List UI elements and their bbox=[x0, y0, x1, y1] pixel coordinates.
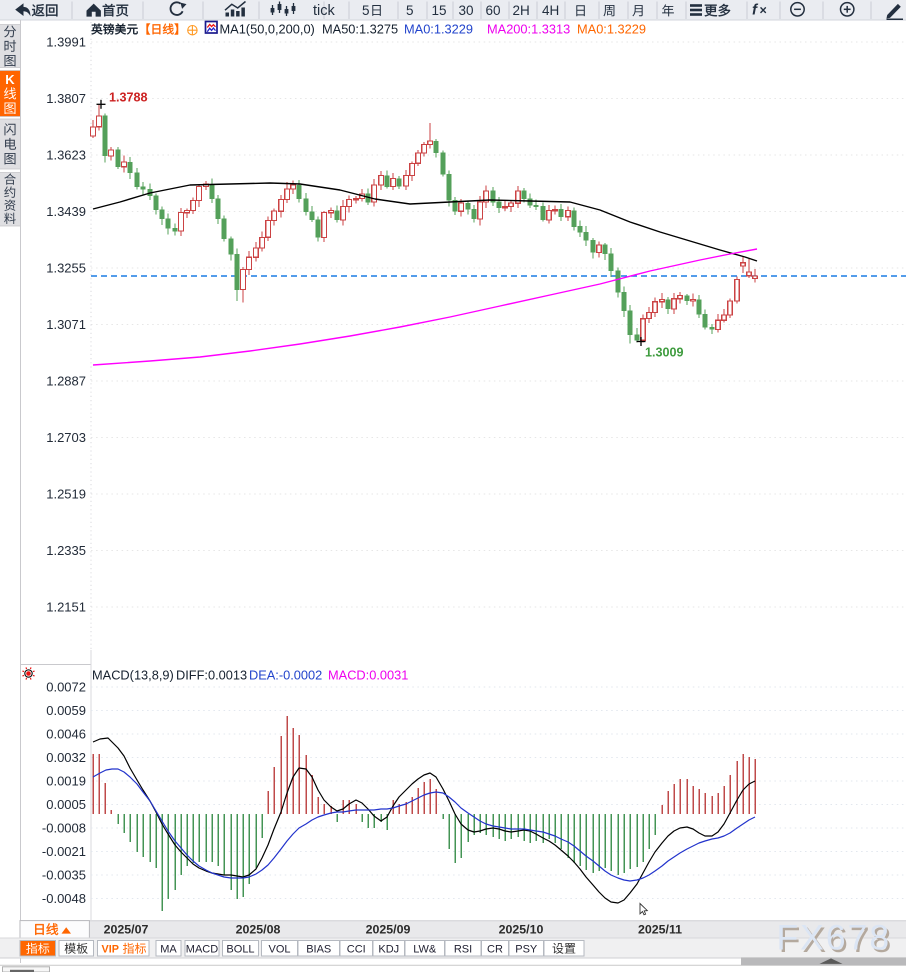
svg-text:×: × bbox=[760, 4, 767, 18]
svg-text:1.2519: 1.2519 bbox=[46, 486, 86, 501]
svg-text:KDJ: KDJ bbox=[378, 944, 399, 956]
svg-text:MA200:1.3313: MA200:1.3313 bbox=[487, 22, 570, 37]
svg-text:2025/08: 2025/08 bbox=[236, 923, 281, 937]
svg-text:1.2703: 1.2703 bbox=[46, 430, 86, 445]
svg-text:-0.0035: -0.0035 bbox=[42, 867, 86, 882]
svg-text:1.2887: 1.2887 bbox=[46, 373, 86, 388]
svg-text:1.3071: 1.3071 bbox=[46, 317, 86, 332]
svg-text:0.0059: 0.0059 bbox=[46, 703, 86, 718]
svg-text:5: 5 bbox=[362, 3, 370, 18]
svg-text:BOLL: BOLL bbox=[226, 944, 254, 956]
svg-text:MA1(50,0,200,0): MA1(50,0,200,0) bbox=[220, 22, 315, 37]
svg-text:0.0046: 0.0046 bbox=[46, 726, 86, 741]
svg-text:1.3009: 1.3009 bbox=[645, 346, 684, 360]
svg-text:CCI: CCI bbox=[347, 944, 366, 956]
svg-text:4H: 4H bbox=[542, 3, 559, 18]
svg-text:-0.0048: -0.0048 bbox=[42, 891, 86, 906]
svg-text:RSI: RSI bbox=[454, 944, 472, 956]
svg-text:-0.0021: -0.0021 bbox=[42, 844, 86, 859]
svg-text:1.2335: 1.2335 bbox=[46, 543, 86, 558]
svg-text:BIAS: BIAS bbox=[306, 944, 331, 956]
svg-text:VOL: VOL bbox=[268, 944, 290, 956]
svg-text:0.0005: 0.0005 bbox=[46, 797, 86, 812]
svg-text:2025/10: 2025/10 bbox=[499, 923, 544, 937]
svg-text:CR: CR bbox=[487, 944, 503, 956]
svg-text:0.0032: 0.0032 bbox=[46, 750, 86, 765]
svg-text:2025/11: 2025/11 bbox=[638, 923, 682, 937]
svg-text:DIFF:0.0013: DIFF:0.0013 bbox=[176, 668, 247, 683]
svg-text:60: 60 bbox=[486, 3, 501, 18]
svg-text:0.0019: 0.0019 bbox=[46, 773, 86, 788]
svg-text:1.3439: 1.3439 bbox=[46, 204, 86, 219]
svg-text:1.3623: 1.3623 bbox=[46, 147, 86, 162]
svg-text:MACD(13,8,9): MACD(13,8,9) bbox=[92, 668, 174, 683]
svg-text:PSY: PSY bbox=[515, 944, 538, 956]
svg-text:MACD: MACD bbox=[186, 944, 218, 956]
svg-text:MA50:1.3275: MA50:1.3275 bbox=[322, 22, 398, 37]
svg-text:5: 5 bbox=[406, 3, 414, 18]
svg-text:FX678: FX678 bbox=[779, 920, 894, 960]
svg-text:1.3991: 1.3991 bbox=[46, 34, 86, 49]
svg-text:VIP: VIP bbox=[102, 944, 119, 956]
svg-text:LW&: LW& bbox=[413, 944, 437, 956]
svg-text:1.3788: 1.3788 bbox=[109, 91, 148, 105]
svg-text:0.0072: 0.0072 bbox=[46, 679, 86, 694]
svg-text:2025/07: 2025/07 bbox=[104, 923, 149, 937]
svg-text:30: 30 bbox=[459, 3, 474, 18]
svg-text:tick: tick bbox=[313, 3, 336, 19]
svg-text:MACD:0.0031: MACD:0.0031 bbox=[328, 668, 408, 683]
svg-text:2025/09: 2025/09 bbox=[366, 923, 411, 937]
svg-text:MA: MA bbox=[160, 944, 177, 956]
svg-text:MA0:1.3229: MA0:1.3229 bbox=[577, 22, 646, 37]
svg-text:1.2151: 1.2151 bbox=[46, 599, 86, 614]
svg-text:1.3807: 1.3807 bbox=[46, 91, 86, 106]
svg-text:DEA:-0.0002: DEA:-0.0002 bbox=[249, 668, 322, 683]
svg-text:f: f bbox=[752, 2, 759, 19]
svg-text:MA0:1.3229: MA0:1.3229 bbox=[404, 22, 473, 37]
svg-text:FX678: FX678 bbox=[777, 918, 892, 958]
svg-text:1.3255: 1.3255 bbox=[46, 260, 86, 275]
svg-text:-0.0008: -0.0008 bbox=[42, 820, 86, 835]
svg-text:K: K bbox=[5, 72, 15, 87]
svg-text:2H: 2H bbox=[513, 3, 530, 18]
svg-text:15: 15 bbox=[432, 3, 447, 18]
